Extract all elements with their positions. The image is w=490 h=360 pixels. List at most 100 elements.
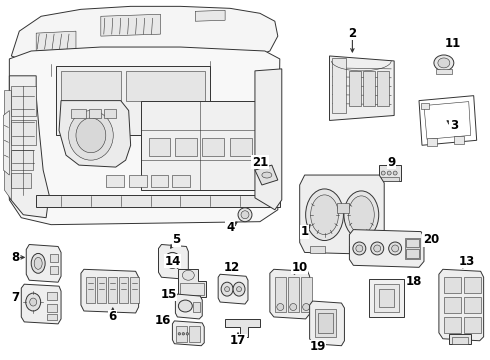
- Ellipse shape: [233, 282, 245, 296]
- Polygon shape: [3, 111, 9, 175]
- Text: 7: 7: [11, 291, 20, 303]
- Polygon shape: [9, 47, 280, 225]
- Ellipse shape: [348, 196, 374, 234]
- Bar: [464, 297, 481, 313]
- Bar: [349, 247, 365, 253]
- Bar: [449, 334, 471, 344]
- Polygon shape: [300, 175, 384, 255]
- Ellipse shape: [306, 189, 343, 240]
- Polygon shape: [101, 14, 161, 36]
- Ellipse shape: [237, 287, 242, 292]
- Bar: [318, 313, 334, 333]
- Bar: [444, 317, 461, 333]
- Polygon shape: [36, 31, 76, 51]
- Bar: [310, 247, 324, 253]
- Bar: [61, 71, 121, 100]
- Ellipse shape: [168, 256, 177, 265]
- Bar: [56, 66, 210, 135]
- Bar: [86, 277, 95, 303]
- Ellipse shape: [165, 252, 180, 268]
- Polygon shape: [26, 244, 61, 282]
- Bar: [141, 100, 265, 190]
- Ellipse shape: [34, 257, 42, 269]
- Bar: [464, 277, 481, 293]
- Ellipse shape: [76, 118, 106, 153]
- Bar: [50, 266, 58, 274]
- Text: 1: 1: [300, 225, 309, 238]
- Ellipse shape: [371, 242, 384, 255]
- Bar: [119, 277, 128, 303]
- Ellipse shape: [311, 195, 339, 235]
- Text: 19: 19: [309, 340, 326, 353]
- Bar: [150, 175, 169, 187]
- Bar: [89, 109, 101, 118]
- Bar: [452, 337, 468, 344]
- Ellipse shape: [224, 287, 230, 292]
- Bar: [47, 304, 57, 312]
- Text: 8: 8: [11, 251, 20, 264]
- Bar: [369, 279, 404, 317]
- Ellipse shape: [389, 242, 402, 255]
- Ellipse shape: [353, 242, 366, 255]
- Text: 12: 12: [224, 261, 240, 274]
- Polygon shape: [225, 319, 260, 337]
- Bar: [379, 165, 401, 181]
- Ellipse shape: [374, 245, 381, 252]
- Bar: [11, 86, 36, 116]
- Bar: [193, 302, 200, 312]
- Bar: [338, 203, 349, 213]
- Bar: [288, 277, 299, 312]
- Bar: [50, 255, 58, 262]
- Bar: [172, 175, 190, 187]
- Bar: [189, 326, 200, 342]
- Bar: [379, 289, 394, 307]
- Bar: [301, 277, 312, 312]
- Ellipse shape: [186, 333, 189, 335]
- Bar: [175, 138, 197, 156]
- Polygon shape: [178, 269, 206, 297]
- Bar: [374, 284, 399, 312]
- Bar: [363, 71, 375, 105]
- Ellipse shape: [303, 303, 310, 310]
- Bar: [406, 249, 419, 258]
- Polygon shape: [21, 284, 61, 324]
- Text: 16: 16: [154, 314, 171, 327]
- Text: 14: 14: [164, 255, 181, 268]
- Bar: [47, 314, 57, 320]
- Bar: [275, 277, 286, 312]
- Bar: [176, 326, 187, 342]
- Text: 15: 15: [160, 288, 176, 301]
- Bar: [202, 138, 224, 156]
- Polygon shape: [255, 165, 278, 185]
- Polygon shape: [218, 274, 248, 304]
- Polygon shape: [172, 321, 204, 346]
- Bar: [444, 297, 461, 313]
- Polygon shape: [59, 100, 131, 167]
- Ellipse shape: [393, 171, 397, 175]
- Text: 3: 3: [450, 119, 458, 132]
- Bar: [125, 71, 205, 100]
- Text: 13: 13: [459, 255, 475, 268]
- Text: 11: 11: [445, 37, 461, 50]
- Polygon shape: [310, 301, 344, 346]
- Text: 17: 17: [230, 334, 246, 347]
- Bar: [180, 283, 204, 295]
- Ellipse shape: [434, 55, 454, 71]
- Ellipse shape: [31, 253, 45, 273]
- Bar: [377, 71, 389, 105]
- Ellipse shape: [221, 282, 233, 296]
- Ellipse shape: [26, 293, 41, 311]
- Polygon shape: [349, 230, 424, 267]
- Ellipse shape: [182, 333, 185, 335]
- Ellipse shape: [182, 270, 195, 280]
- Bar: [454, 136, 464, 144]
- Polygon shape: [196, 10, 225, 21]
- Ellipse shape: [381, 171, 385, 175]
- Bar: [427, 138, 437, 146]
- Bar: [349, 71, 361, 105]
- Polygon shape: [11, 6, 278, 64]
- Bar: [230, 138, 252, 156]
- Polygon shape: [158, 244, 188, 279]
- Polygon shape: [175, 294, 202, 319]
- Polygon shape: [9, 76, 49, 218]
